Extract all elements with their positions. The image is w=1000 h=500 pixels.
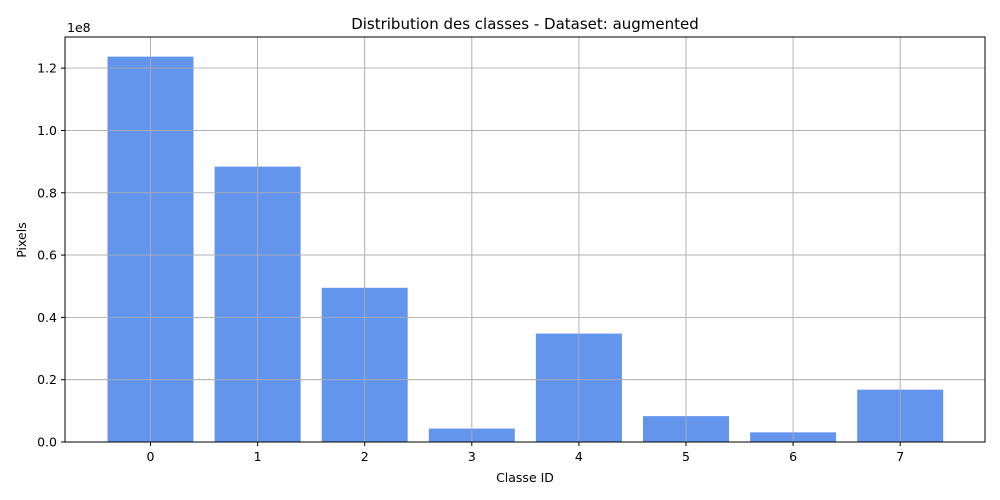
y-tick-label: 1.2 — [37, 61, 57, 76]
plot-frame — [64, 36, 986, 443]
x-tick-label: 5 — [682, 449, 690, 464]
y-tick-label: 0.6 — [37, 248, 57, 263]
x-tick-label: 4 — [575, 449, 583, 464]
x-axis-label: Classe ID — [496, 470, 554, 485]
y-axis-label: Pixels — [14, 222, 29, 257]
x-tick-label: 2 — [361, 449, 369, 464]
y-tick-label: 0.0 — [37, 435, 57, 450]
chart-title: Distribution des classes - Dataset: augm… — [351, 15, 699, 33]
y-tick-label: 1.0 — [37, 123, 57, 138]
tick-layer: 0 1 2 3 4 5 6 7 0.0 0.2 0.4 0.6 0.8 1.0 1.2 — [37, 61, 904, 464]
y-tick-label: 0.2 — [37, 372, 57, 387]
x-tick-label: 6 — [789, 449, 797, 464]
x-tick-label: 1 — [254, 449, 262, 464]
x-tick-label: 7 — [896, 449, 904, 464]
y-tick-label: 0.8 — [37, 185, 57, 200]
x-tick-label: 3 — [468, 449, 476, 464]
x-tick-label: 0 — [147, 449, 155, 464]
y-offset-label: 1e8 — [67, 20, 91, 35]
bar-layer — [65, 37, 985, 443]
y-tick-label: 0.4 — [37, 310, 57, 325]
